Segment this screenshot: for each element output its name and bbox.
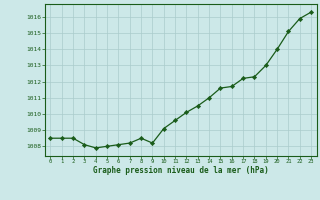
X-axis label: Graphe pression niveau de la mer (hPa): Graphe pression niveau de la mer (hPa): [93, 166, 269, 175]
